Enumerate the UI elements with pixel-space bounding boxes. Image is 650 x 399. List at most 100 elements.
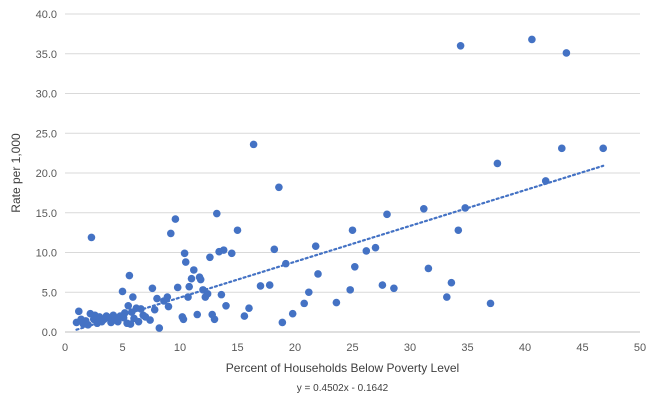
- data-point: [196, 275, 205, 284]
- data-point: [129, 293, 137, 301]
- data-point: [265, 281, 274, 289]
- x-tick-label: 45: [576, 342, 588, 354]
- data-point: [275, 183, 283, 192]
- trendline: [75, 164, 605, 331]
- data-point: [420, 204, 428, 213]
- data-point: [75, 307, 83, 316]
- data-point: [456, 42, 465, 50]
- data-point: [424, 264, 433, 273]
- data-point: [562, 49, 571, 57]
- trendline-equation: y = 0.4502x - 0.1642: [297, 383, 389, 394]
- data-point: [173, 283, 182, 292]
- data-point: [193, 310, 202, 319]
- x-tick-label: 0: [62, 342, 68, 354]
- data-point: [134, 317, 143, 326]
- data-point: [219, 246, 228, 254]
- data-point: [240, 312, 249, 320]
- data-point: [245, 304, 253, 312]
- y-tick-label: 20.0: [36, 168, 57, 180]
- y-tick-label: 15.0: [36, 208, 57, 220]
- data-point: [164, 302, 173, 311]
- y-tick-label: 5.0: [42, 287, 57, 299]
- data-point: [163, 293, 172, 301]
- x-tick-label: 20: [289, 342, 301, 354]
- data-point: [210, 315, 219, 324]
- data-point: [378, 281, 387, 289]
- data-point: [146, 316, 154, 324]
- data-point: [203, 290, 212, 298]
- data-point: [87, 233, 96, 242]
- x-tick-label: 5: [119, 342, 125, 354]
- y-tick-labels: 0.0 5.0 10.0 15.0 20.0 25.0 30.0 35.0 40.0: [36, 9, 57, 339]
- data-point: [371, 243, 380, 252]
- data-point: [148, 284, 157, 293]
- data-point: [461, 204, 470, 212]
- data-point: [305, 288, 313, 297]
- data-point: [171, 215, 180, 223]
- data-point: [599, 144, 607, 153]
- data-point: [383, 210, 391, 219]
- y-axis-title: Rate per 1,000: [9, 133, 23, 213]
- x-tick-label: 40: [519, 342, 531, 354]
- data-point: [362, 247, 371, 255]
- data-point: [184, 293, 192, 301]
- data-point: [486, 299, 495, 308]
- x-tick-label: 15: [231, 342, 243, 354]
- data-point: [126, 320, 135, 328]
- data-point: [270, 245, 279, 254]
- data-point: [125, 271, 134, 280]
- data-point: [227, 249, 236, 258]
- y-tick-label: 40.0: [36, 9, 57, 21]
- data-point: [249, 140, 258, 149]
- y-tick-label: 25.0: [36, 128, 57, 140]
- data-point: [282, 259, 290, 268]
- gridlines: [65, 13, 640, 293]
- data-points: [72, 35, 607, 332]
- data-point: [351, 263, 359, 271]
- data-point: [528, 35, 536, 44]
- data-point: [541, 177, 550, 185]
- data-point: [185, 282, 193, 291]
- data-point: [124, 301, 133, 310]
- x-axis-title: Percent of Households Below Poverty Leve…: [226, 361, 459, 375]
- data-point: [300, 299, 309, 308]
- data-point: [150, 305, 159, 314]
- data-point: [346, 286, 355, 294]
- x-tick-label: 35: [461, 342, 473, 354]
- data-point: [314, 270, 322, 278]
- data-point: [121, 309, 129, 317]
- data-point: [390, 284, 398, 293]
- x-tick-label: 30: [404, 342, 416, 354]
- data-point: [187, 274, 196, 283]
- y-tick-label: 0.0: [42, 327, 57, 339]
- y-tick-label: 30.0: [36, 89, 57, 101]
- data-point: [179, 315, 188, 324]
- data-point: [137, 305, 145, 313]
- data-point: [493, 159, 502, 168]
- data-point: [256, 282, 265, 290]
- data-point: [447, 278, 456, 287]
- data-point: [348, 226, 357, 235]
- data-point: [332, 298, 341, 307]
- data-point: [311, 242, 320, 250]
- data-point: [190, 266, 198, 274]
- data-point: [153, 294, 161, 303]
- data-point: [278, 318, 287, 327]
- data-point: [84, 321, 92, 329]
- data-point: [288, 309, 297, 318]
- data-point: [155, 324, 164, 332]
- data-point: [213, 209, 221, 218]
- data-point: [181, 258, 190, 266]
- data-point: [217, 290, 226, 299]
- data-point: [558, 144, 566, 153]
- data-point: [118, 287, 127, 296]
- x-tick-label: 50: [634, 342, 646, 354]
- x-tick-label: 25: [346, 342, 358, 354]
- data-point: [454, 226, 463, 235]
- data-point: [443, 293, 451, 301]
- y-tick-label: 10.0: [36, 248, 57, 260]
- y-tick-label: 35.0: [36, 49, 57, 61]
- data-point: [222, 301, 230, 310]
- x-tick-label: 10: [174, 342, 186, 354]
